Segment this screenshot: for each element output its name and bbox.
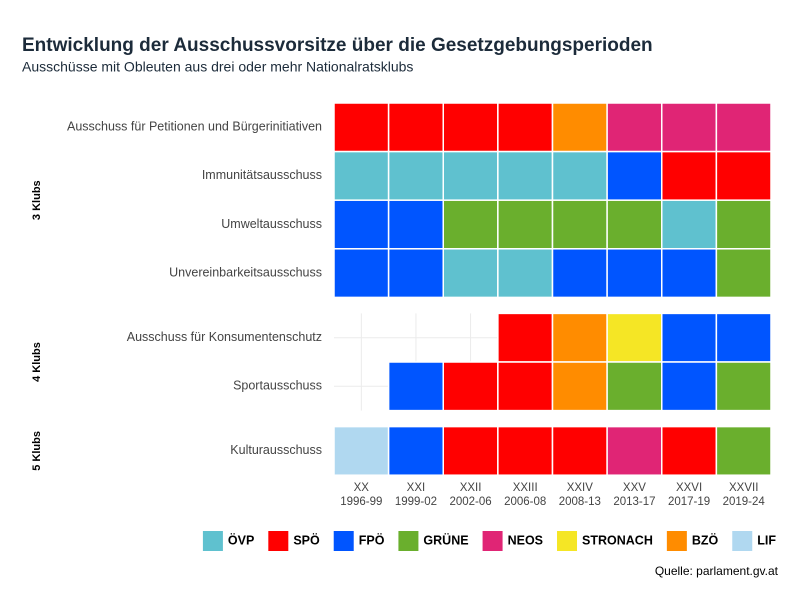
row-label: Umweltausschuss	[221, 217, 322, 231]
cell	[442, 248, 499, 299]
legend-label: GRÜNE	[423, 532, 468, 547]
legend-label: BZÖ	[692, 532, 719, 547]
x-tick-label: 2002-06	[449, 496, 491, 508]
cell	[661, 248, 718, 299]
cell	[387, 361, 444, 412]
cell	[497, 361, 554, 412]
x-tick-label: 2006-08	[504, 496, 546, 508]
cell	[606, 248, 663, 299]
x-tick-label: XXV	[623, 482, 646, 494]
row-label: Ausschuss für Konsumentenschutz	[127, 330, 322, 344]
cell	[606, 361, 663, 412]
cell	[661, 150, 718, 201]
cell	[442, 199, 499, 250]
cell	[661, 102, 718, 153]
cell	[551, 361, 608, 412]
cell	[606, 312, 663, 363]
cell	[387, 150, 444, 201]
cell	[333, 150, 390, 201]
cell	[606, 102, 663, 153]
cell	[661, 199, 718, 250]
legend-swatch	[666, 531, 687, 551]
source: Quelle: parlament.gv.at	[655, 564, 779, 578]
cell	[497, 248, 554, 299]
legend-label: FPÖ	[359, 532, 385, 547]
cell	[442, 102, 499, 153]
cell	[333, 248, 390, 299]
cell	[661, 425, 718, 476]
cell	[715, 102, 772, 153]
cell	[497, 150, 554, 201]
row-label: Kulturausschuss	[230, 443, 322, 457]
cell	[606, 425, 663, 476]
legend-swatch	[732, 531, 753, 551]
legend-swatch	[482, 531, 503, 551]
legend-swatch	[398, 531, 419, 551]
chart-subtitle: Ausschüsse mit Obleuten aus drei oder me…	[22, 59, 413, 75]
cell	[551, 425, 608, 476]
cell	[715, 425, 772, 476]
cell	[551, 312, 608, 363]
cell	[497, 312, 554, 363]
legend-swatch	[268, 531, 289, 551]
cell	[497, 102, 554, 153]
legend-label: ÖVP	[228, 532, 254, 547]
x-tick-label: XX	[354, 482, 370, 494]
cell	[387, 199, 444, 250]
legend-label: LIF	[757, 533, 776, 547]
legend-swatch	[557, 531, 578, 551]
cell	[661, 361, 718, 412]
cell	[497, 199, 554, 250]
row-label: Unvereinbarkeitsausschuss	[169, 265, 322, 279]
x-tick-label: XXIII	[513, 482, 538, 494]
x-tick-label: XXVI	[676, 482, 702, 494]
cell	[333, 102, 390, 153]
group-label: 5 Klubs	[31, 431, 43, 471]
cell	[715, 361, 772, 412]
x-tick-label: XXVII	[729, 482, 758, 494]
legend-swatch	[202, 531, 223, 551]
x-tick-label: XXII	[460, 482, 482, 494]
cell	[387, 248, 444, 299]
cell	[442, 150, 499, 201]
legend-swatch	[333, 531, 354, 551]
legend-label: STRONACH	[582, 533, 653, 547]
cell	[661, 312, 718, 363]
cell	[551, 248, 608, 299]
cell	[442, 425, 499, 476]
row-label: Sportausschuss	[233, 379, 322, 393]
x-tick-label: XXI	[407, 482, 426, 494]
x-tick-label: 2019-24	[723, 496, 766, 508]
cell	[387, 425, 444, 476]
cell	[442, 361, 499, 412]
cell	[715, 199, 772, 250]
cell	[551, 199, 608, 250]
legend-label: SPÖ	[293, 532, 320, 547]
cell	[497, 425, 554, 476]
x-tick-label: 1996-99	[340, 496, 382, 508]
x-tick-label: 2013-17	[613, 496, 655, 508]
cell	[715, 150, 772, 201]
cell	[333, 425, 390, 476]
row-label: Ausschuss für Petitionen und Bürgeriniti…	[67, 120, 322, 134]
x-tick-label: 2008-13	[559, 496, 601, 508]
cell	[551, 102, 608, 153]
row-label: Immunitätsausschuss	[202, 168, 322, 182]
group-label: 4 Klubs	[31, 342, 43, 382]
cell	[606, 199, 663, 250]
legend-label: NEOS	[508, 533, 543, 547]
x-tick-label: 1999-02	[395, 496, 437, 508]
cell	[551, 150, 608, 201]
cell	[333, 199, 390, 250]
chart-title: Entwicklung der Ausschussvorsitze über d…	[22, 35, 653, 56]
group-label: 3 Klubs	[31, 180, 43, 220]
cell	[606, 150, 663, 201]
x-tick-label: 2017-19	[668, 496, 710, 508]
cell	[387, 102, 444, 153]
x-tick-label: XXIV	[567, 482, 594, 494]
cell	[715, 312, 772, 363]
cell	[715, 248, 772, 299]
